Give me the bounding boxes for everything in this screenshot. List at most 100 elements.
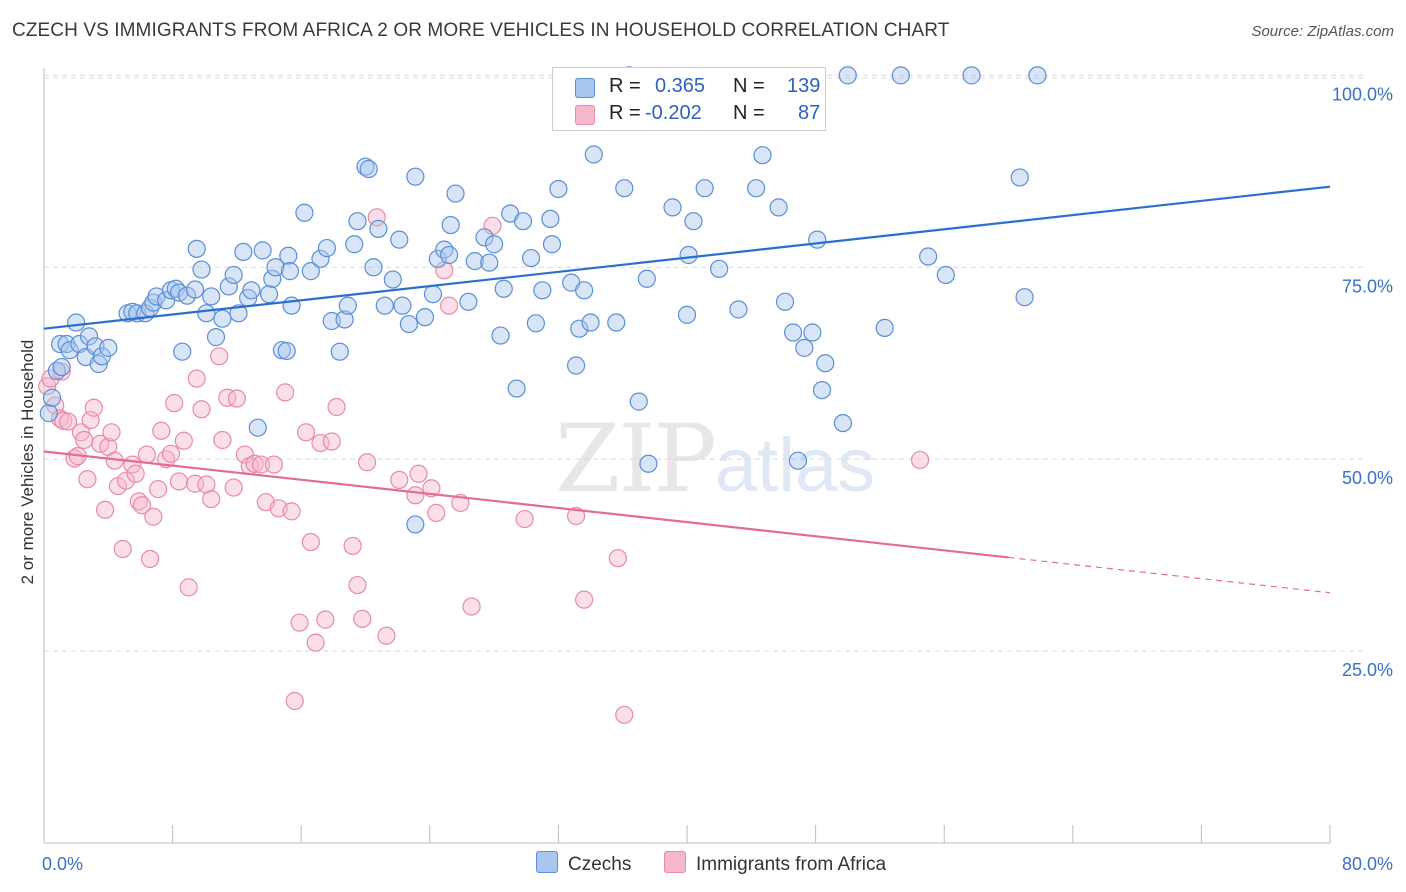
point-immigrants-from-africa <box>174 431 193 450</box>
point-czechs <box>575 281 594 300</box>
point-immigrants-from-africa <box>137 445 156 464</box>
point-czechs <box>1028 66 1047 85</box>
point-czechs <box>390 230 409 249</box>
point-czechs <box>710 259 729 278</box>
stats-legend: R = 0.365 N = 139 R = -0.202 N = 87 <box>552 67 826 131</box>
point-czechs <box>677 305 697 324</box>
zipatlas-watermark: ZIPatlas <box>555 405 875 514</box>
point-czechs <box>1015 288 1034 307</box>
point-czechs <box>399 314 419 334</box>
point-immigrants-from-africa <box>202 489 221 509</box>
point-czechs <box>919 247 938 266</box>
point-immigrants-from-africa <box>316 610 335 629</box>
point-immigrants-from-africa <box>235 445 255 464</box>
point-czechs <box>775 292 795 311</box>
point-czechs <box>423 285 443 304</box>
point-immigrants-from-africa <box>322 432 341 451</box>
point-immigrants-from-africa <box>187 369 206 388</box>
point-immigrants-from-africa <box>358 453 377 472</box>
point-czechs <box>465 252 484 271</box>
point-czechs <box>369 219 388 238</box>
point-czechs <box>507 379 526 398</box>
point-immigrants-from-africa <box>245 454 264 473</box>
point-czechs <box>356 157 375 176</box>
y-tick-label: 100.0% <box>1332 84 1393 104</box>
point-czechs <box>266 258 285 277</box>
bottom-legend-swatch-pink <box>664 851 686 873</box>
legend-swatch-blue <box>575 78 595 98</box>
point-immigrants-from-africa <box>152 421 171 440</box>
point-czechs <box>253 241 272 260</box>
point-czechs <box>441 215 460 235</box>
point-immigrants-from-africa <box>169 472 189 491</box>
point-czechs <box>803 323 822 342</box>
point-czechs <box>359 159 378 179</box>
point-immigrants-from-africa <box>59 412 78 431</box>
point-czechs <box>639 454 658 473</box>
point-immigrants-from-africa <box>608 549 627 568</box>
point-czechs <box>406 167 425 186</box>
point-immigrants-from-africa <box>462 597 481 616</box>
series-immigrants-from-africa <box>38 208 930 724</box>
point-czechs <box>446 184 465 203</box>
point-czechs <box>435 240 454 259</box>
bottom-legend-label: Immigrants from Africa <box>696 854 887 875</box>
point-czechs <box>581 313 600 332</box>
point-czechs <box>513 212 533 231</box>
point-czechs <box>234 242 253 262</box>
point-czechs <box>348 212 367 231</box>
point-immigrants-from-africa <box>296 423 316 442</box>
point-czechs <box>393 296 412 315</box>
point-czechs <box>280 262 300 281</box>
point-immigrants-from-africa <box>197 475 216 494</box>
axes <box>43 68 1331 844</box>
point-czechs <box>279 246 298 265</box>
point-immigrants-from-africa <box>78 470 97 489</box>
trend-line-immigrants-from-africa <box>43 450 1009 559</box>
point-czechs <box>50 334 70 354</box>
point-czechs <box>383 270 402 289</box>
point-czechs <box>494 279 513 298</box>
point-czechs <box>406 515 425 534</box>
point-immigrants-from-africa <box>353 609 372 628</box>
point-immigrants-from-africa <box>285 691 304 711</box>
bottom-legend-swatch-blue <box>536 851 558 873</box>
point-czechs <box>526 314 545 333</box>
point-czechs <box>364 258 383 277</box>
point-czechs <box>485 235 504 254</box>
point-czechs <box>173 342 192 361</box>
y-tick-label: 50.0% <box>1342 468 1393 488</box>
point-czechs <box>311 249 330 268</box>
point-czechs <box>891 66 910 85</box>
point-immigrants-from-africa <box>54 411 73 430</box>
legend-swatch-pink <box>575 105 595 125</box>
y-axis-label: 2 or more Vehicles in Household <box>18 339 37 585</box>
point-czechs <box>542 235 562 254</box>
point-immigrants-from-africa <box>327 397 346 417</box>
point-czechs <box>79 327 99 346</box>
point-czechs <box>566 356 586 375</box>
point-czechs <box>729 300 748 319</box>
point-immigrants-from-africa <box>406 486 425 505</box>
point-immigrants-from-africa <box>210 347 229 366</box>
point-immigrants-from-africa <box>301 532 320 552</box>
source-label: Source: ZipAtlas.com <box>1251 23 1394 40</box>
x-tick-label: 80.0% <box>1342 854 1393 874</box>
point-czechs <box>962 66 981 85</box>
point-czechs <box>875 318 894 338</box>
tick-labels: 25.0% 50.0% 75.0% 100.0% 0.0% 80.0% <box>42 84 1393 874</box>
bottom-legend-africa: Immigrants from Africa <box>664 851 886 876</box>
point-czechs <box>99 338 118 357</box>
point-immigrants-from-africa <box>144 507 163 526</box>
point-czechs <box>317 238 337 258</box>
point-immigrants-from-africa <box>367 208 386 227</box>
point-czechs <box>277 341 296 361</box>
point-czechs <box>838 66 857 85</box>
point-czechs <box>186 280 205 299</box>
point-immigrants-from-africa <box>95 500 115 519</box>
point-czechs <box>816 354 835 373</box>
point-czechs <box>330 342 349 361</box>
point-immigrants-from-africa <box>52 362 71 381</box>
point-czechs <box>491 326 510 345</box>
